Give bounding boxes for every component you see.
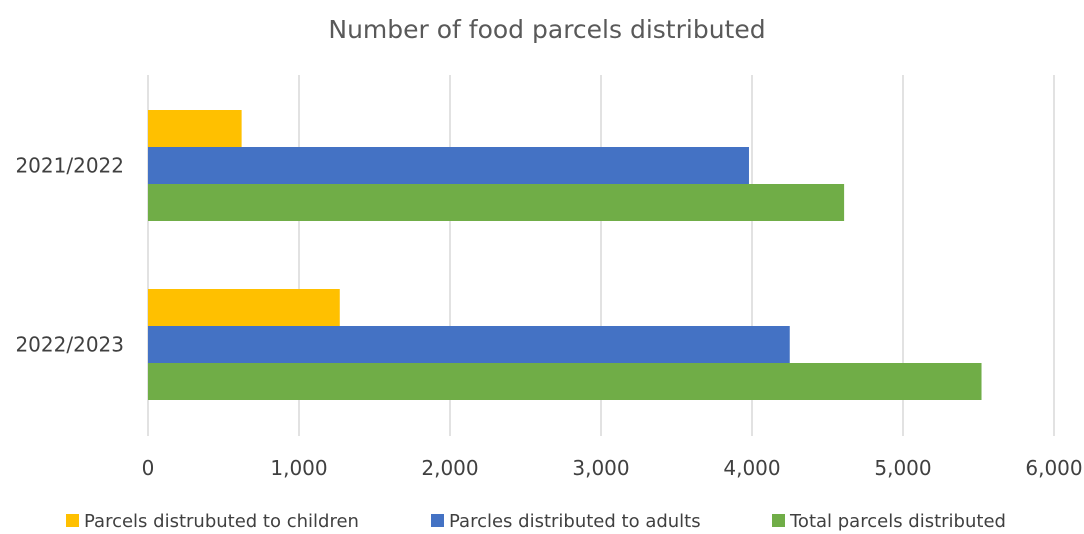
category-labels: 2021/2022 2022/2023 xyxy=(15,154,124,357)
bar-2-2 xyxy=(148,326,790,363)
x-tick-label-6: 6,000 xyxy=(1025,456,1082,480)
bar-3-2 xyxy=(148,363,982,400)
chart-title: Number of food parcels distributed xyxy=(328,15,765,44)
legend-swatch-1 xyxy=(66,514,79,527)
bar-1-1 xyxy=(148,110,242,147)
legend-swatch-3 xyxy=(772,514,785,527)
x-tick-label-3: 3,000 xyxy=(572,456,629,480)
x-tick-label-5: 5,000 xyxy=(874,456,931,480)
legend: Parcels distrubuted to children Parcles d… xyxy=(66,511,1006,532)
category-label-1: 2021/2022 xyxy=(15,154,124,178)
x-tick-label-0: 0 xyxy=(142,456,155,480)
x-tick-labels: 0 1,000 2,000 3,000 4,000 5,000 6,000 xyxy=(142,456,1083,480)
category-label-2: 2022/2023 xyxy=(15,333,124,357)
bar-2-1 xyxy=(148,147,749,184)
x-tick-label-1: 1,000 xyxy=(270,456,327,480)
legend-swatch-2 xyxy=(431,514,444,527)
gridlines xyxy=(147,75,1055,436)
x-tick-label-2: 2,000 xyxy=(421,456,478,480)
legend-label-3: Total parcels distributed xyxy=(789,511,1006,532)
legend-label-2: Parcles distributed to adults xyxy=(449,511,701,532)
bar-3-1 xyxy=(148,184,845,221)
x-tick-label-4: 4,000 xyxy=(723,456,780,480)
legend-label-1: Parcels distrubuted to children xyxy=(84,511,359,532)
bars xyxy=(148,110,982,400)
bar-1-2 xyxy=(148,289,340,326)
